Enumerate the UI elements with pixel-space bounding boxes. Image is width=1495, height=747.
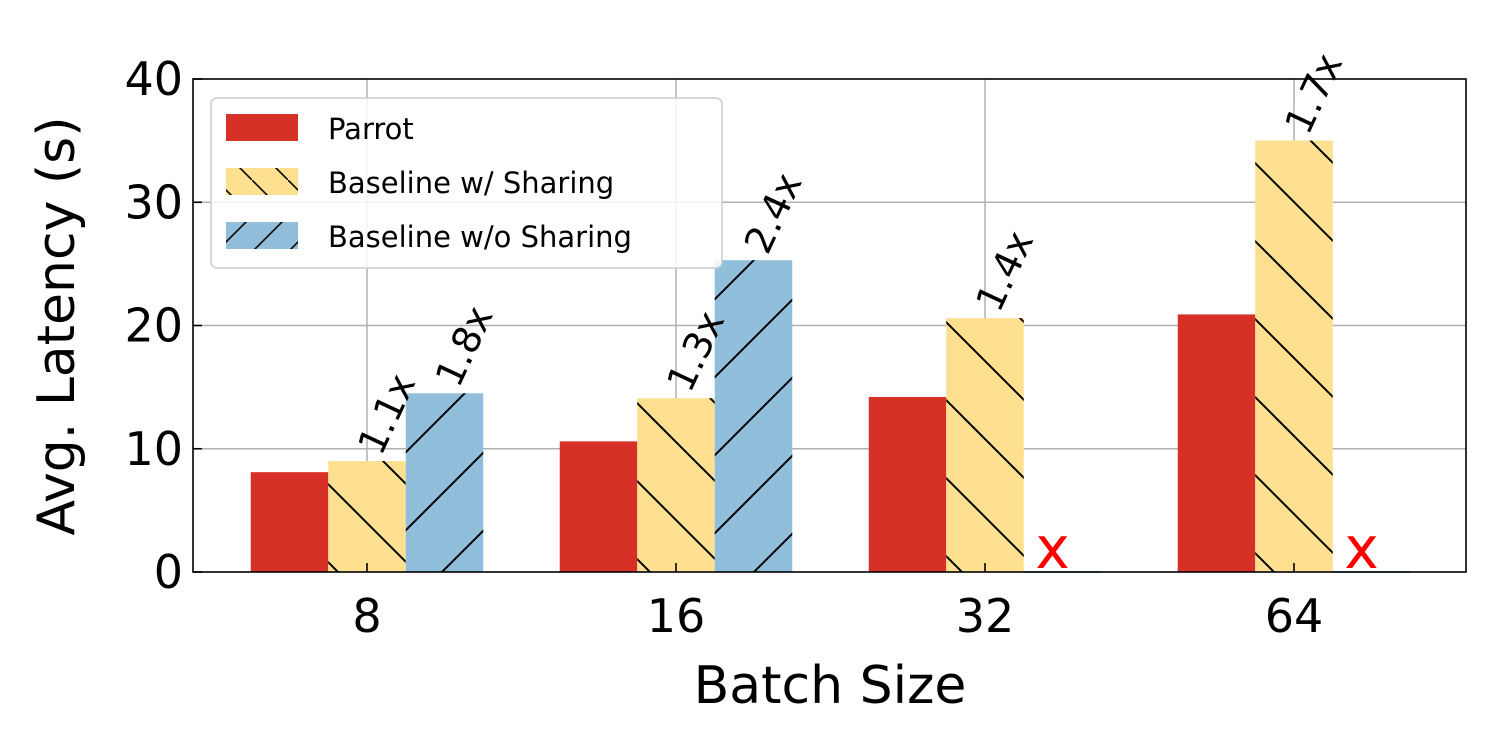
speedup-label: 1.4x xyxy=(967,224,1042,318)
bars xyxy=(250,140,1333,572)
bar-hatch xyxy=(637,398,715,572)
legend-swatch xyxy=(226,114,298,141)
x-axis-title: Batch Size xyxy=(694,656,967,716)
bar xyxy=(559,441,638,572)
failure-mark: x xyxy=(1344,514,1378,582)
bar-hatch xyxy=(405,393,484,572)
y-tick-label: 20 xyxy=(124,299,183,353)
speedup-label: 1.8x xyxy=(427,299,502,393)
bar-hatch xyxy=(714,260,793,572)
legend: Parrot Baseline w/ Sharing Baseline w/o Sh… xyxy=(210,97,723,269)
legend-label: Baseline w/ Sharing xyxy=(328,166,614,200)
bar xyxy=(1177,314,1256,572)
legend-label: Parrot xyxy=(328,112,414,146)
y-tick-label: 0 xyxy=(154,545,183,599)
legend-label: Baseline w/o Sharing xyxy=(328,220,632,254)
x-tick-label: 32 xyxy=(956,589,1015,643)
y-tick-label: 30 xyxy=(124,175,183,229)
x-tick-label: 64 xyxy=(1265,589,1324,643)
bar-hatch xyxy=(1255,140,1333,572)
x-tick-label: 8 xyxy=(352,589,381,643)
ticks: 0 10 20 30 40 8 16 32 64 xyxy=(124,52,1323,643)
bar-hatch xyxy=(328,461,406,572)
speedup-label: 2.4x xyxy=(736,166,811,260)
legend-swatch-hatch xyxy=(226,168,298,195)
bar-hatch xyxy=(946,318,1024,572)
failure-mark: x xyxy=(1035,514,1069,582)
x-tick-label: 16 xyxy=(647,589,706,643)
legend-frame xyxy=(210,97,723,269)
y-tick-label: 40 xyxy=(124,52,183,106)
bar xyxy=(868,396,947,572)
y-tick-label: 10 xyxy=(124,422,183,476)
speedup-label: 1.7x xyxy=(1276,47,1351,141)
bar xyxy=(250,472,329,572)
y-axis-title: Avg. Latency (s) xyxy=(27,116,87,535)
legend-swatch-hatch xyxy=(226,222,298,249)
